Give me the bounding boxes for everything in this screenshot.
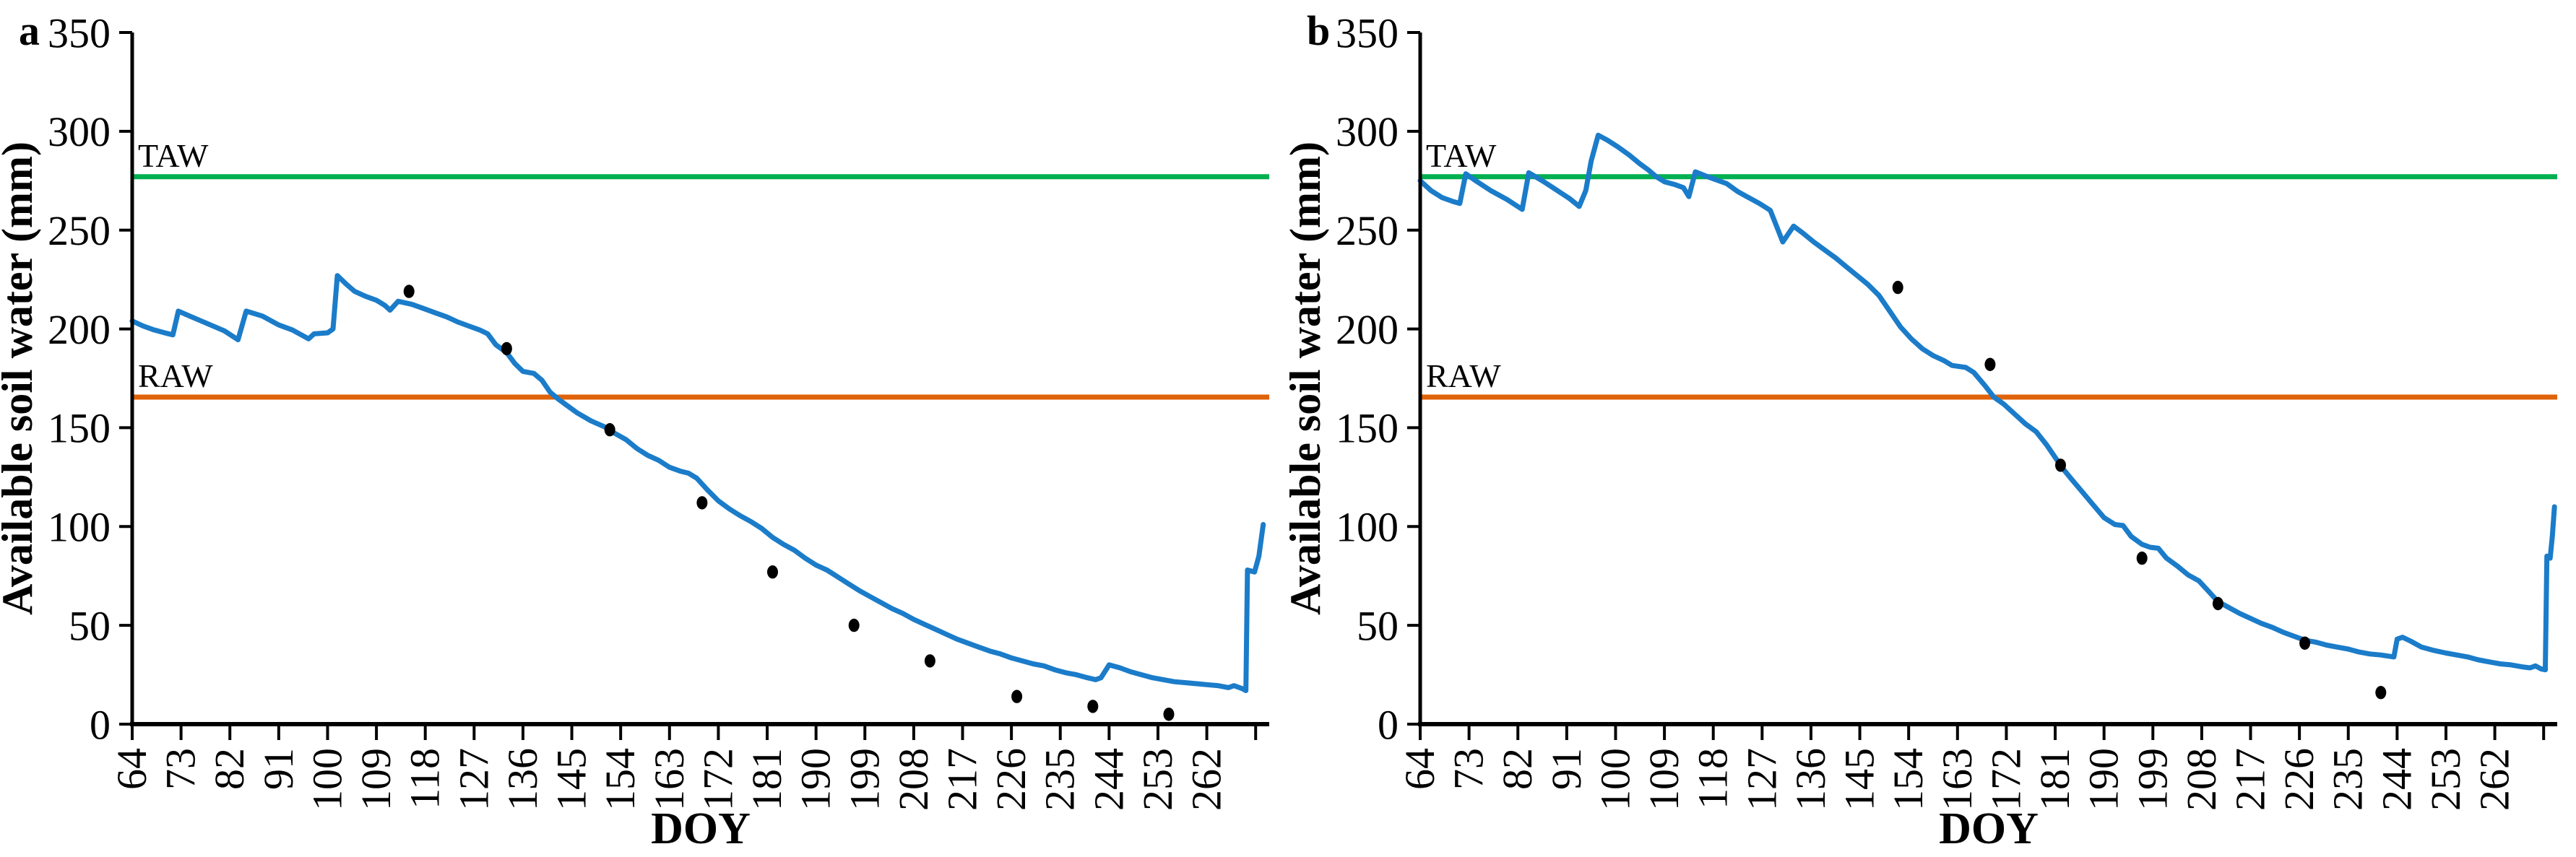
x-tick-label: 262 <box>2471 748 2518 811</box>
x-tick-label: 73 <box>157 748 204 790</box>
x-tick-label: 199 <box>841 748 888 811</box>
observed-available-soil-water-dot <box>1163 708 1175 721</box>
x-tick-label: 262 <box>1183 748 1230 811</box>
x-tick-label: 244 <box>2373 748 2420 811</box>
observed-available-soil-water-dot <box>2055 458 2066 472</box>
taw-label: TAW <box>138 137 209 174</box>
x-tick-label: 127 <box>1738 748 1785 811</box>
observed-available-soil-water-dot <box>1892 280 1903 295</box>
y-tick-label: 350 <box>48 9 111 56</box>
x-tick-label: 163 <box>1934 748 1981 811</box>
x-tick-label: 217 <box>2227 748 2274 811</box>
x-tick-label: 226 <box>987 748 1034 811</box>
x-tick-label: 172 <box>694 748 741 811</box>
x-tick-label: 109 <box>1641 748 1687 811</box>
x-tick-label: 244 <box>1085 748 1132 811</box>
observed-available-soil-water-dot <box>501 342 512 356</box>
x-tick-label: 181 <box>2031 748 2078 811</box>
x-tick-label: 172 <box>1982 748 2029 811</box>
x-tick-label: 127 <box>450 748 497 811</box>
x-tick-label: 208 <box>890 748 937 811</box>
x-tick-label: 163 <box>646 748 693 811</box>
y-tick-label: 50 <box>1357 602 1399 649</box>
panel-a: TAW RAW 0 50 100 150 200 250 300 350 64 73 82 91 100 10… <box>0 7 1269 853</box>
x-tick-label: 199 <box>2129 748 2176 811</box>
x-axis-title: DOY <box>1939 804 2039 853</box>
x-tick-label: 82 <box>1494 748 1541 790</box>
x-tick-label: 118 <box>1690 748 1737 809</box>
y-tick-label: 0 <box>1378 701 1399 748</box>
observed-available-soil-water-dot <box>1087 700 1099 713</box>
observed-available-soil-water-dot <box>848 618 860 632</box>
x-tick-label: 181 <box>743 748 790 811</box>
y-tick-label: 150 <box>48 405 111 452</box>
y-tick-label: 0 <box>90 701 111 748</box>
taw-label: TAW <box>1426 137 1497 174</box>
x-tick-label: 154 <box>1885 748 1932 811</box>
y-tick-label: 100 <box>1336 504 1399 551</box>
x-tick-label: 91 <box>255 748 302 790</box>
y-axis-title: Available soil water (mm) <box>1288 142 1329 615</box>
y-tick-label: 150 <box>1336 405 1399 452</box>
simulated-available-soil-water-line <box>1417 132 2557 673</box>
x-tick-label: 64 <box>1396 748 1443 790</box>
x-tick-label: 235 <box>2325 748 2372 811</box>
x-tick-label: 118 <box>402 748 449 809</box>
observed-available-soil-water-dot <box>403 284 415 298</box>
x-tick-label: 253 <box>1134 748 1181 811</box>
y-tick-label: 200 <box>48 306 111 353</box>
x-tick-label: 154 <box>597 748 644 811</box>
observed-available-soil-water-dot <box>2299 636 2311 650</box>
y-tick-label: 100 <box>48 504 111 551</box>
y-tick-label: 250 <box>48 207 111 254</box>
x-tick-label: 136 <box>1787 748 1834 811</box>
x-tick-label: 64 <box>108 748 155 790</box>
x-axis-title: DOY <box>651 804 751 853</box>
raw-label: RAW <box>1426 357 1501 394</box>
x-tick-label: 217 <box>939 748 986 811</box>
observed-available-soil-water-dot <box>2375 686 2387 700</box>
x-tick-label: 109 <box>353 748 399 811</box>
y-tick-label: 50 <box>69 602 111 649</box>
x-tick-label: 100 <box>303 748 350 811</box>
y-tick-label: 300 <box>48 108 111 155</box>
x-tick-label: 91 <box>1543 748 1590 790</box>
x-tick-label: 82 <box>206 748 253 790</box>
y-tick-label: 200 <box>1336 306 1399 353</box>
observed-available-soil-water-dot <box>2136 551 2148 565</box>
x-tick-label: 145 <box>1836 748 1883 811</box>
observed-available-soil-water-dot <box>2212 596 2223 611</box>
y-tick-label: 350 <box>1336 9 1399 56</box>
x-tick-label: 235 <box>1037 748 1084 811</box>
panel-letter: a <box>19 7 40 54</box>
y-tick-label: 250 <box>1336 207 1399 254</box>
simulated-available-soil-water-line <box>129 273 1266 693</box>
x-tick-label: 73 <box>1445 748 1492 790</box>
y-tick-label: 300 <box>1336 108 1399 155</box>
panel-letter: b <box>1307 7 1330 54</box>
x-tick-label: 145 <box>548 748 595 811</box>
observed-available-soil-water-dot <box>604 423 615 437</box>
observed-available-soil-water-dot <box>1984 357 1996 371</box>
observed-available-soil-water-dot <box>924 654 935 668</box>
observed-available-soil-water-dot <box>1011 689 1023 703</box>
raw-label: RAW <box>138 357 213 394</box>
y-axis-title: Available soil water (mm) <box>0 142 41 615</box>
x-tick-label: 190 <box>2080 748 2127 811</box>
x-tick-label: 253 <box>2422 748 2469 811</box>
panel-b: TAW RAW 0 50 100 150 200 250 300 350 64 73 82 91 100 10… <box>1288 0 2576 857</box>
x-tick-label: 100 <box>1591 748 1638 811</box>
observed-available-soil-water-dot <box>696 496 708 510</box>
x-tick-label: 208 <box>2178 748 2225 811</box>
x-tick-label: 136 <box>499 748 546 811</box>
x-tick-label: 226 <box>2275 748 2322 811</box>
observed-available-soil-water-dot <box>767 565 778 579</box>
x-tick-label: 190 <box>792 748 839 811</box>
